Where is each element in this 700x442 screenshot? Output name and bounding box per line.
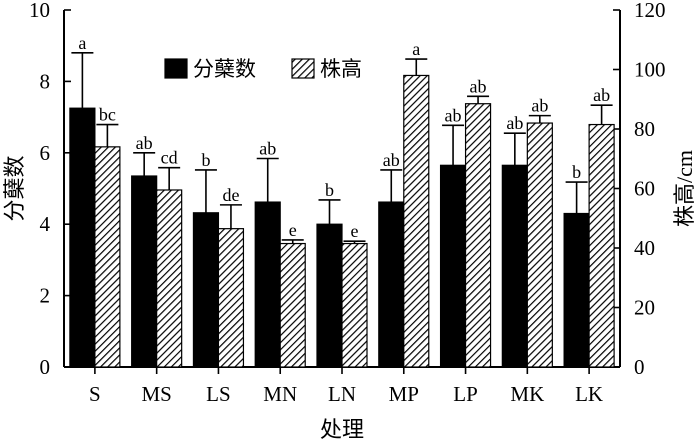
bar-height-mn: [279, 242, 306, 368]
significance-label: a: [78, 33, 86, 53]
x-tick-label: MK: [510, 382, 544, 406]
significance-label: ab: [470, 76, 487, 96]
significance-label: b: [572, 162, 581, 182]
bar-height-ls: [217, 228, 245, 368]
bar-tiller-mk: [501, 164, 528, 368]
significance-label: ab: [531, 96, 548, 116]
y2-axis-title: 株高/cm: [672, 150, 697, 227]
legend-swatch-tiller: [164, 58, 188, 79]
y-axis-title: 分蘖数: [2, 155, 27, 221]
bar-height-ms: [156, 189, 183, 368]
left-tick-label: 0: [40, 355, 51, 379]
bar-tiller-s: [69, 107, 96, 368]
right-tick-label: 100: [634, 58, 666, 82]
right-tick-label: 40: [634, 236, 655, 260]
significance-label: ab: [136, 133, 153, 153]
significance-label: ab: [593, 85, 610, 105]
bar-tiller-ls: [192, 212, 220, 368]
significance-label: b: [325, 180, 334, 200]
bar-tiller-ln: [316, 223, 343, 368]
left-tick-label: 4: [40, 212, 51, 236]
significance-label: e: [289, 220, 297, 240]
x-tick-label: LN: [328, 382, 356, 406]
left-tick-label: 8: [40, 69, 51, 93]
bar-height-mp: [403, 74, 430, 368]
significance-label: b: [201, 150, 210, 170]
x-tick-label: LS: [206, 382, 231, 406]
significance-label: ab: [506, 113, 523, 133]
bar-tiller-mn: [254, 201, 281, 368]
legend: 分蘖数 株高: [164, 57, 362, 81]
bar-height-s: [94, 146, 121, 368]
right-tick-label: 0: [634, 355, 645, 379]
bar-tiller-lp: [439, 164, 467, 368]
x-tick-label: LP: [453, 382, 478, 406]
bar-tiller-mp: [378, 201, 405, 368]
x-tick-label: MN: [263, 382, 297, 406]
legend-swatch-height: [291, 58, 315, 79]
legend-label-tiller: 分蘖数: [193, 57, 256, 81]
right-tick-label: 80: [634, 117, 655, 141]
significance-label: de: [222, 185, 239, 205]
right-tick-label: 20: [634, 296, 655, 320]
left-tick-label: 6: [40, 141, 51, 165]
significance-label: a: [412, 39, 420, 59]
x-tick-label: MP: [389, 382, 419, 406]
bar-height-lk: [588, 123, 615, 368]
bar-height-lp: [464, 103, 492, 368]
significance-label: bc: [99, 105, 116, 125]
legend-label-height: 株高: [320, 57, 362, 81]
right-tick-label: 120: [634, 0, 666, 22]
significance-label: ab: [383, 150, 400, 170]
x-tick-label: MS: [141, 382, 171, 406]
bar-tiller-lk: [563, 212, 590, 368]
x-tick-label: S: [89, 382, 101, 406]
significance-label: cd: [161, 148, 178, 168]
significance-label: ab: [259, 139, 276, 159]
left-tick-label: 10: [29, 0, 50, 22]
significance-label: e: [351, 221, 359, 241]
bar-height-ln: [341, 242, 368, 368]
bar-tiller-ms: [131, 175, 158, 368]
x-tick-label: LK: [575, 382, 603, 406]
bar-height-mk: [526, 122, 553, 368]
left-tick-label: 2: [40, 284, 51, 308]
significance-label: ab: [445, 105, 462, 125]
x-axis-title: 处理: [320, 417, 364, 442]
right-tick-label: 60: [634, 177, 655, 201]
